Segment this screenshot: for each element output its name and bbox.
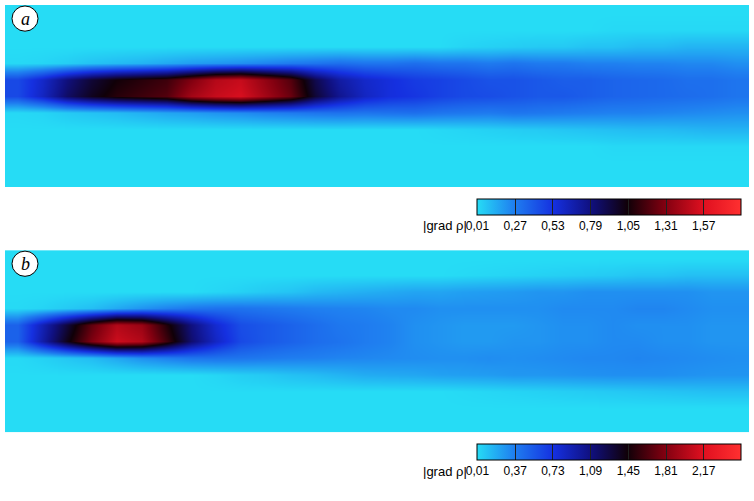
svg-text:1,57: 1,57 (692, 219, 716, 233)
svg-text:0,73: 0,73 (541, 464, 565, 478)
svg-text:|grad ρ|: |grad ρ| (423, 218, 467, 233)
svg-text:1,31: 1,31 (654, 219, 678, 233)
svg-text:2,17: 2,17 (692, 464, 716, 478)
svg-text:0,01: 0,01 (466, 219, 490, 233)
svg-text:0,27: 0,27 (503, 219, 527, 233)
svg-text:0,79: 0,79 (579, 219, 603, 233)
svg-text:0,53: 0,53 (541, 219, 565, 233)
svg-text:a: a (21, 9, 30, 29)
svg-text:1,45: 1,45 (617, 464, 641, 478)
svg-text:1,81: 1,81 (654, 464, 678, 478)
svg-text:|grad ρ|: |grad ρ| (423, 464, 467, 479)
svg-text:0,01: 0,01 (466, 464, 490, 478)
svg-text:1,05: 1,05 (617, 219, 641, 233)
svg-text:0,37: 0,37 (503, 464, 527, 478)
svg-text:1,09: 1,09 (579, 464, 603, 478)
svg-text:b: b (21, 254, 30, 274)
